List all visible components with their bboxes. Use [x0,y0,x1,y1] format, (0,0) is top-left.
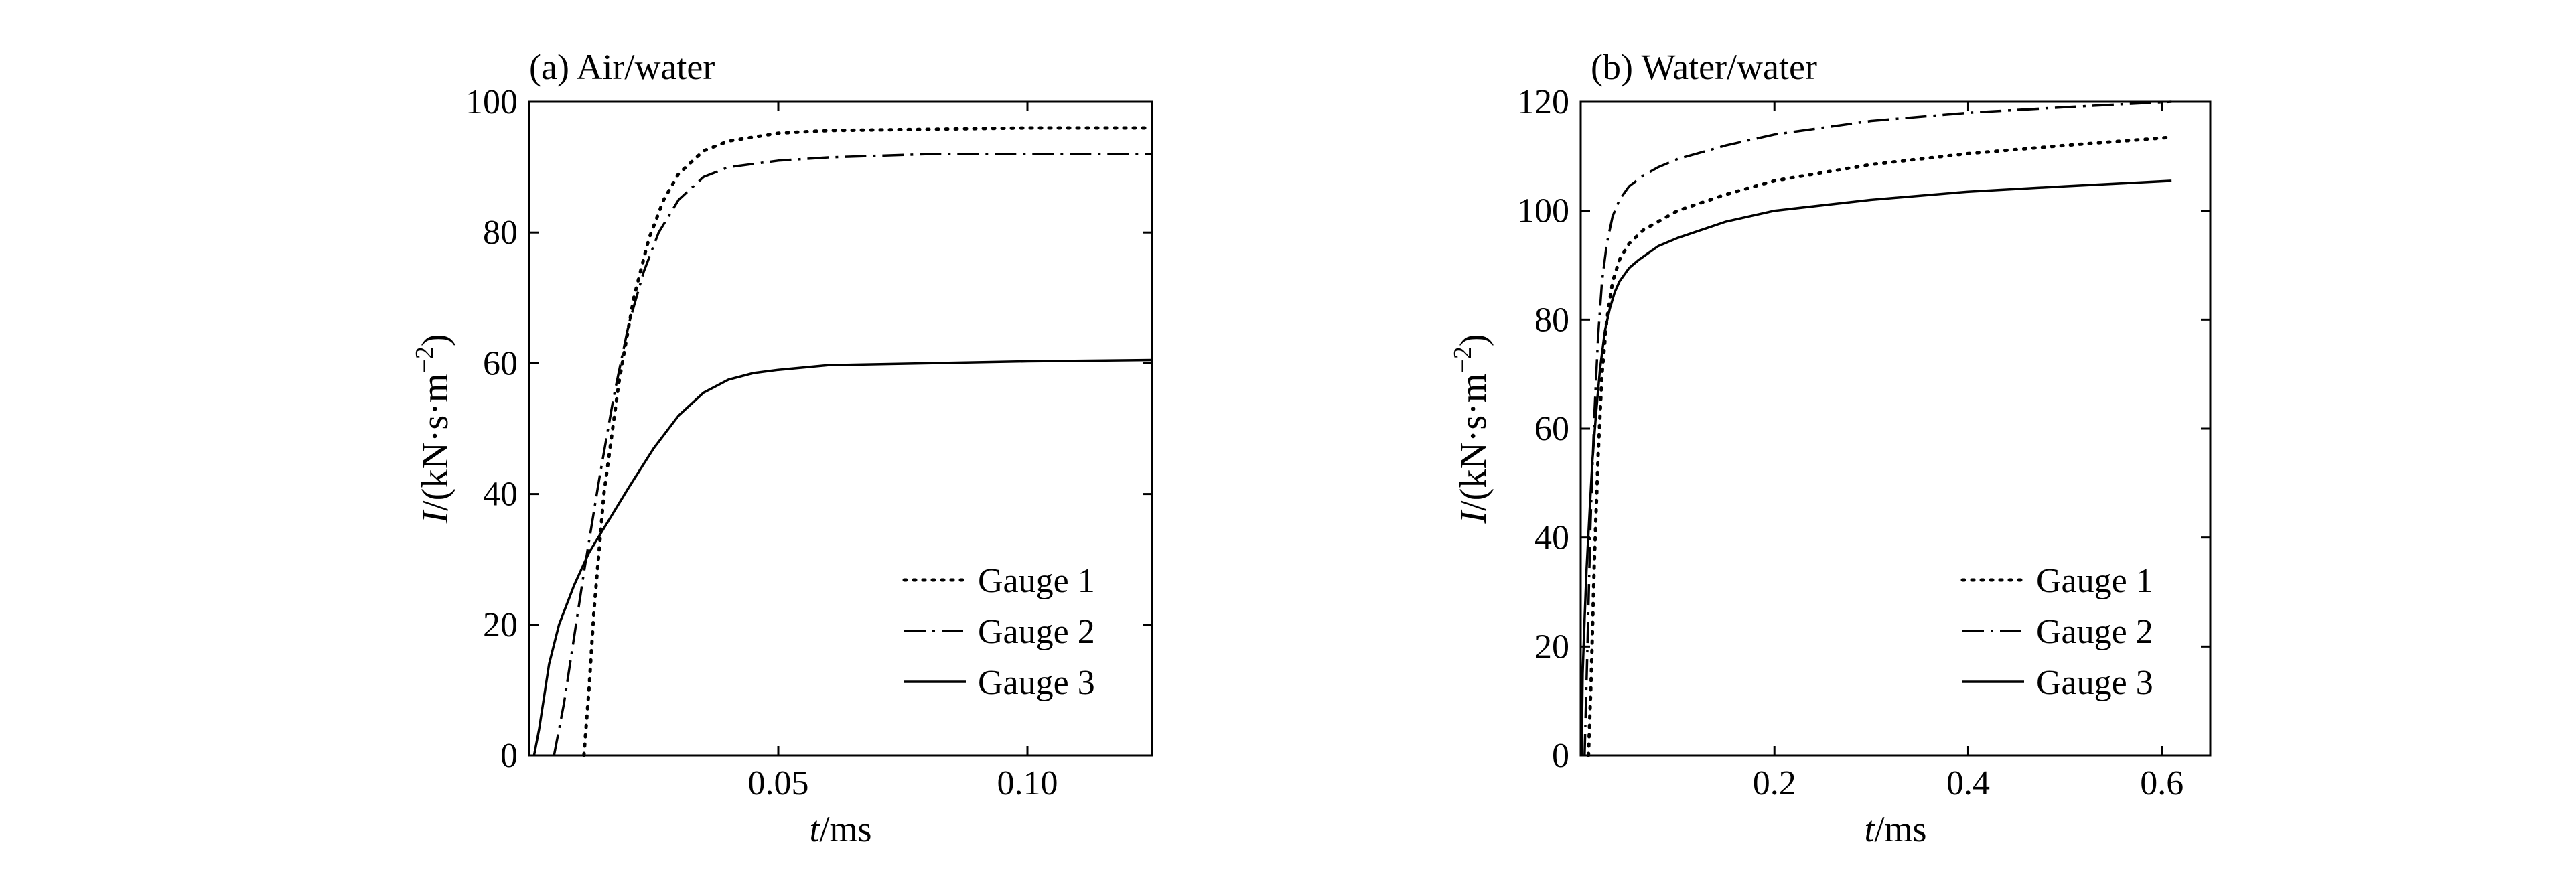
x-tick-label: 0.2 [1753,764,1796,802]
chart-title: (b) Water/water [1591,47,1817,87]
y-axis-label: I/(kN·s·m−2) [1449,334,1494,524]
y-axis-label-close: ) [1453,334,1494,346]
x-axis-label: t/ms [1864,809,1926,849]
y-tick-label: 0 [500,737,518,775]
y-axis-label-exponent: −2 [411,346,439,373]
legend-label: Gauge 2 [978,613,1095,651]
x-tick-label: 0.4 [1946,764,1990,802]
y-tick-label: 120 [1517,83,1569,121]
y-tick-label: 40 [1534,519,1569,557]
y-axis-label-exponent: −2 [1449,346,1477,373]
plot-frame [1579,100,2212,757]
series-line-gauge-1 [1587,135,2173,757]
chart-title: (a) Air/water [529,47,715,87]
series-line-gauge-3 [532,358,1153,756]
series-line-gauge-2 [1583,100,2172,756]
chart-panel-1: (a) Air/water 0 20 40 60 80 100 0.05 0.10 t/ms I/(… [411,47,1154,849]
series-line-gauge-2 [553,153,1152,756]
y-tick-label: 20 [1534,628,1569,666]
y-axis-label-symbol: I [1453,510,1494,524]
y-tick-label: 80 [483,214,518,252]
x-axis-label-unit: /ms [1874,809,1926,849]
x-axis-label: t/ms [809,809,871,849]
legend-label: Gauge 1 [978,562,1095,600]
y-axis-label-unit: /(kN·s·m [1453,374,1494,511]
y-axis-label-unit: /(kN·s·m [415,374,456,511]
x-tick-label: 0.10 [997,764,1058,802]
x-axis-label-symbol: t [1864,809,1875,849]
y-tick-label: 100 [1517,192,1569,230]
y-tick-label: 60 [1534,410,1569,448]
legend-label: Gauge 3 [2036,664,2153,702]
series-line-gauge-1 [582,126,1154,757]
y-tick-label: 40 [483,476,518,514]
legend: Gauge 1 Gauge 2 Gauge 3 [902,562,1095,702]
plot-frame [528,100,1153,757]
x-tick-label: 0.6 [2140,764,2184,802]
x-axis-label-symbol: t [809,809,820,849]
y-tick-label: 0 [1552,737,1569,775]
y-axis-label: I/(kN·s·m−2) [411,334,456,524]
series-line-gauge-3 [1580,179,2172,756]
legend: Gauge 1 Gauge 2 Gauge 3 [1960,562,2153,702]
legend-label: Gauge 2 [2036,613,2153,651]
legend-label: Gauge 3 [978,664,1095,702]
x-axis-label-unit: /ms [819,809,871,849]
y-tick-label: 60 [483,344,518,382]
y-tick-label: 100 [466,83,518,121]
x-tick-label: 0.05 [748,764,809,802]
y-tick-label: 20 [483,606,518,644]
y-axis-label-close: ) [415,334,456,346]
y-axis-label-symbol: I [415,510,456,524]
chart-panel-2: (b) Water/water 0 20 40 60 80 100 120 0.2 0.4 0.6 t… [1449,47,2212,849]
y-tick-label: 80 [1534,301,1569,339]
legend-label: Gauge 1 [2036,562,2153,600]
